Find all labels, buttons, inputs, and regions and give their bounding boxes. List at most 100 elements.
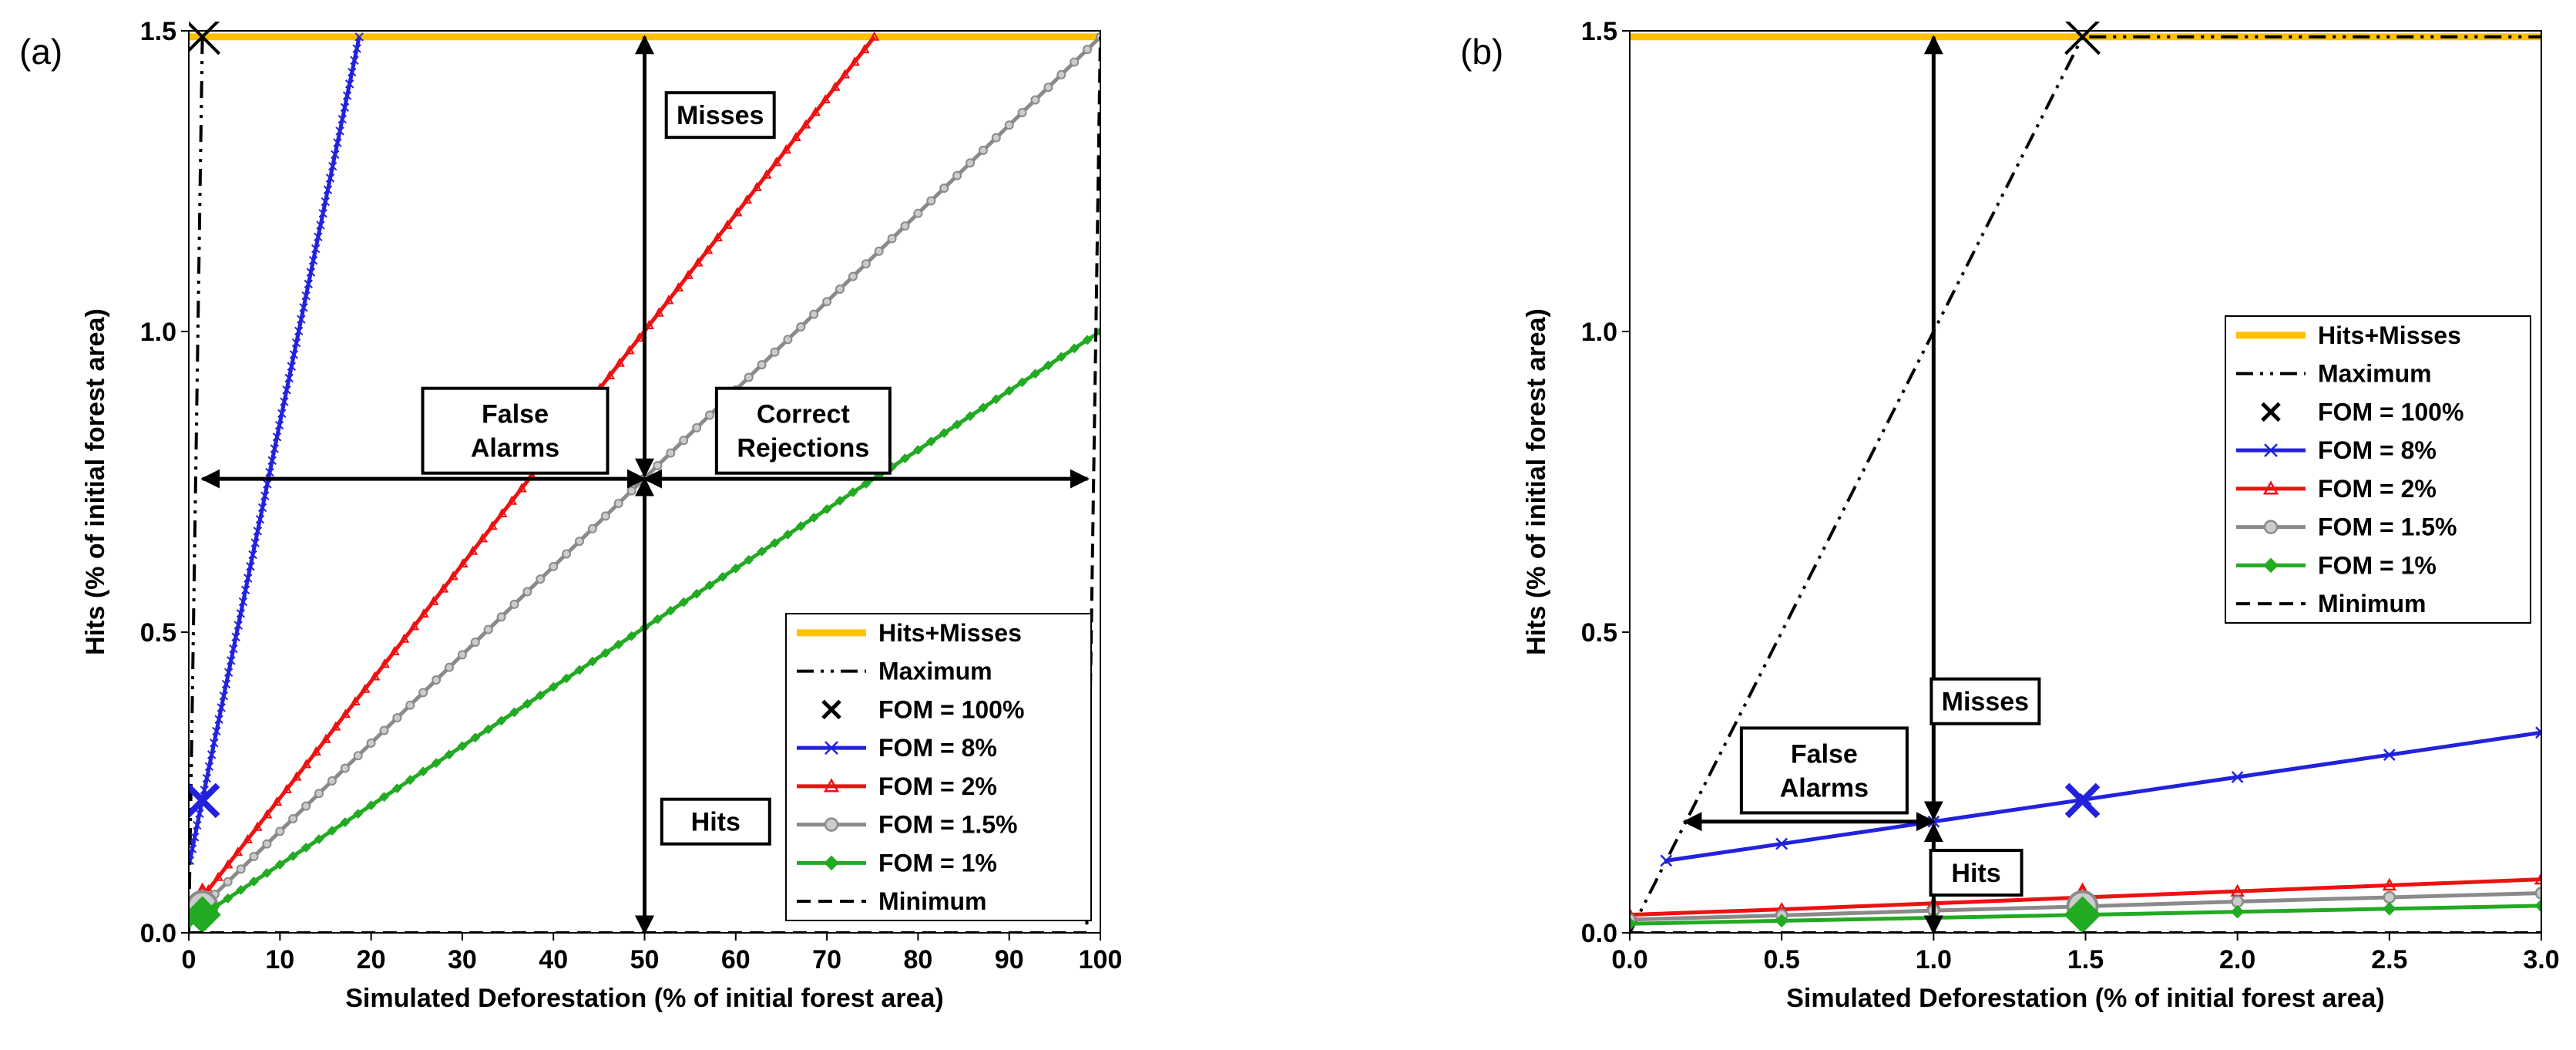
hits-label: Hits (660, 797, 771, 846)
legend-label: Hits+Misses (878, 619, 1022, 647)
series-point (679, 436, 689, 446)
series-point (418, 766, 428, 777)
series-point (190, 833, 200, 842)
series-point (722, 219, 733, 229)
series-point (830, 81, 841, 91)
series-point (535, 690, 546, 701)
series-point (678, 597, 689, 607)
series-point (496, 715, 507, 726)
series-point (1070, 57, 1080, 67)
series-point (874, 246, 884, 256)
series-point (522, 587, 532, 597)
series-point (189, 844, 197, 853)
series-point (270, 444, 280, 453)
series-point (314, 834, 324, 844)
hits-label-text: Hits (691, 808, 741, 837)
y-tick-label: 1.0 (140, 318, 176, 347)
series-point (561, 673, 572, 684)
series-point (236, 864, 246, 874)
false-alarms-label: False Alarms (1739, 726, 1909, 815)
series-point (284, 373, 294, 383)
series-point (2534, 899, 2541, 913)
series-point (771, 156, 782, 167)
series-point (783, 335, 793, 345)
series-point (195, 809, 204, 819)
series-point (2383, 902, 2396, 916)
series-point (2382, 877, 2396, 891)
series-point (770, 347, 780, 357)
series-point (626, 486, 636, 496)
series-point (274, 420, 284, 430)
panel-label: (a) (19, 32, 62, 72)
series-point (221, 679, 231, 689)
x-tick-label: 90 (995, 945, 1024, 974)
series-point (1083, 45, 1093, 55)
series-point (217, 703, 226, 712)
series-point (398, 633, 410, 643)
series-point (900, 453, 910, 464)
series-line (189, 36, 204, 933)
series-point (271, 796, 283, 806)
x-tick-label: 70 (812, 945, 841, 974)
series-point (291, 338, 301, 348)
series-point (587, 656, 598, 667)
x-tick-label: 100 (1079, 945, 1123, 974)
series-point (1056, 352, 1066, 362)
series-point (306, 268, 316, 277)
legend-frame (785, 613, 1092, 921)
series-point (2064, 22, 2101, 56)
series-point (859, 44, 870, 54)
series-point (316, 220, 325, 230)
series-point (352, 44, 361, 53)
series-point (457, 741, 468, 752)
series-point (810, 106, 821, 116)
series-point (470, 732, 481, 743)
series-point (575, 537, 584, 547)
series-point (299, 303, 308, 312)
x-tick-label: 60 (721, 945, 751, 974)
series-point (761, 169, 772, 179)
legend-item: Minimum (2236, 590, 2426, 618)
series-point (1056, 69, 1066, 79)
series-point (731, 207, 743, 217)
legend-marker (2261, 402, 2281, 422)
series-point (301, 843, 311, 853)
series-point (887, 234, 897, 244)
legend-label: FOM = 1% (878, 849, 997, 877)
series-point (214, 715, 223, 724)
series-point (366, 800, 377, 811)
series-point (966, 158, 975, 168)
legend-item: FOM = 2% (2236, 475, 2437, 503)
series-point (408, 621, 420, 631)
false-alarms-label-box (421, 386, 610, 475)
legend-label: FOM = 100% (878, 695, 1024, 723)
legend-label: FOM = 1% (2318, 551, 2437, 579)
series-point (770, 537, 780, 548)
series-fom-100- (189, 22, 221, 56)
series-point (391, 783, 402, 794)
series-point (536, 574, 546, 584)
series-highlight-point (2064, 782, 2101, 819)
y-tick-label: 0.5 (140, 618, 176, 648)
legend-label: Minimum (2318, 590, 2426, 618)
legend-marker (2262, 480, 2279, 495)
series-point (291, 771, 302, 781)
y-tick-label: 1.5 (1581, 17, 1617, 46)
series-point (868, 31, 880, 41)
series-point (418, 688, 428, 698)
series-point (321, 197, 330, 207)
series-point (705, 410, 714, 420)
series-point (613, 639, 624, 650)
false-alarms-label-text: Alarms (471, 434, 559, 463)
series-point (210, 739, 219, 748)
series-point (757, 360, 767, 370)
x-tick-label: 80 (903, 945, 932, 974)
series-point (2383, 890, 2396, 904)
series-point (261, 868, 272, 878)
series-point (189, 856, 195, 866)
series-point (549, 561, 559, 571)
series-point (297, 315, 306, 324)
series-point (294, 326, 304, 336)
series-fom-2- (189, 31, 880, 919)
series-point (353, 809, 364, 819)
